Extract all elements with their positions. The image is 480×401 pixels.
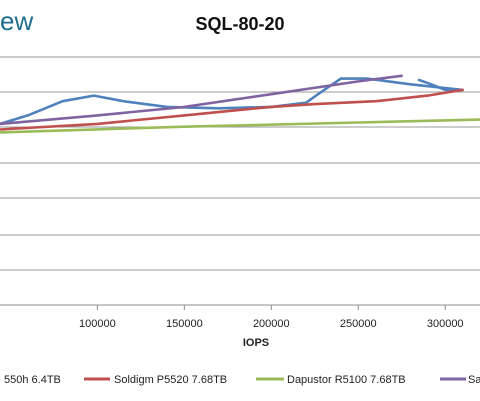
x-tick-label: 150000 bbox=[166, 318, 203, 330]
legend: 550h 6.4TB Soldigm P5520 7.68TB Dapustor R… bbox=[4, 374, 480, 386]
series-line-1 bbox=[0, 88, 464, 131]
x-tick-label: 250000 bbox=[340, 318, 377, 330]
legend-label-2: Dapustor R5100 7.68TB bbox=[287, 374, 406, 386]
chart-title: SQL-80-20 bbox=[195, 14, 284, 34]
series-line-2 bbox=[0, 118, 480, 134]
series-line-3 bbox=[0, 74, 403, 126]
legend-label-3: Sa bbox=[468, 374, 480, 386]
x-axis-title: IOPS bbox=[243, 337, 269, 349]
series-line-0 bbox=[417, 78, 464, 92]
series-line-0 bbox=[0, 77, 464, 126]
logo-text: ew bbox=[0, 6, 34, 36]
chart-text: SQL-80-20 IOPS bbox=[195, 14, 284, 349]
legend-label-0: 550h 6.4TB bbox=[4, 374, 61, 386]
x-tick-label: 300000 bbox=[427, 318, 464, 330]
legend-label-1: Soldigm P5520 7.68TB bbox=[114, 374, 227, 386]
grid-lines bbox=[0, 56, 480, 306]
series-lines bbox=[0, 74, 480, 134]
x-tick-label: 100000 bbox=[79, 318, 116, 330]
x-tick-label: 200000 bbox=[253, 318, 290, 330]
axes: 100000 150000 200000 250000 300000 bbox=[79, 305, 464, 330]
